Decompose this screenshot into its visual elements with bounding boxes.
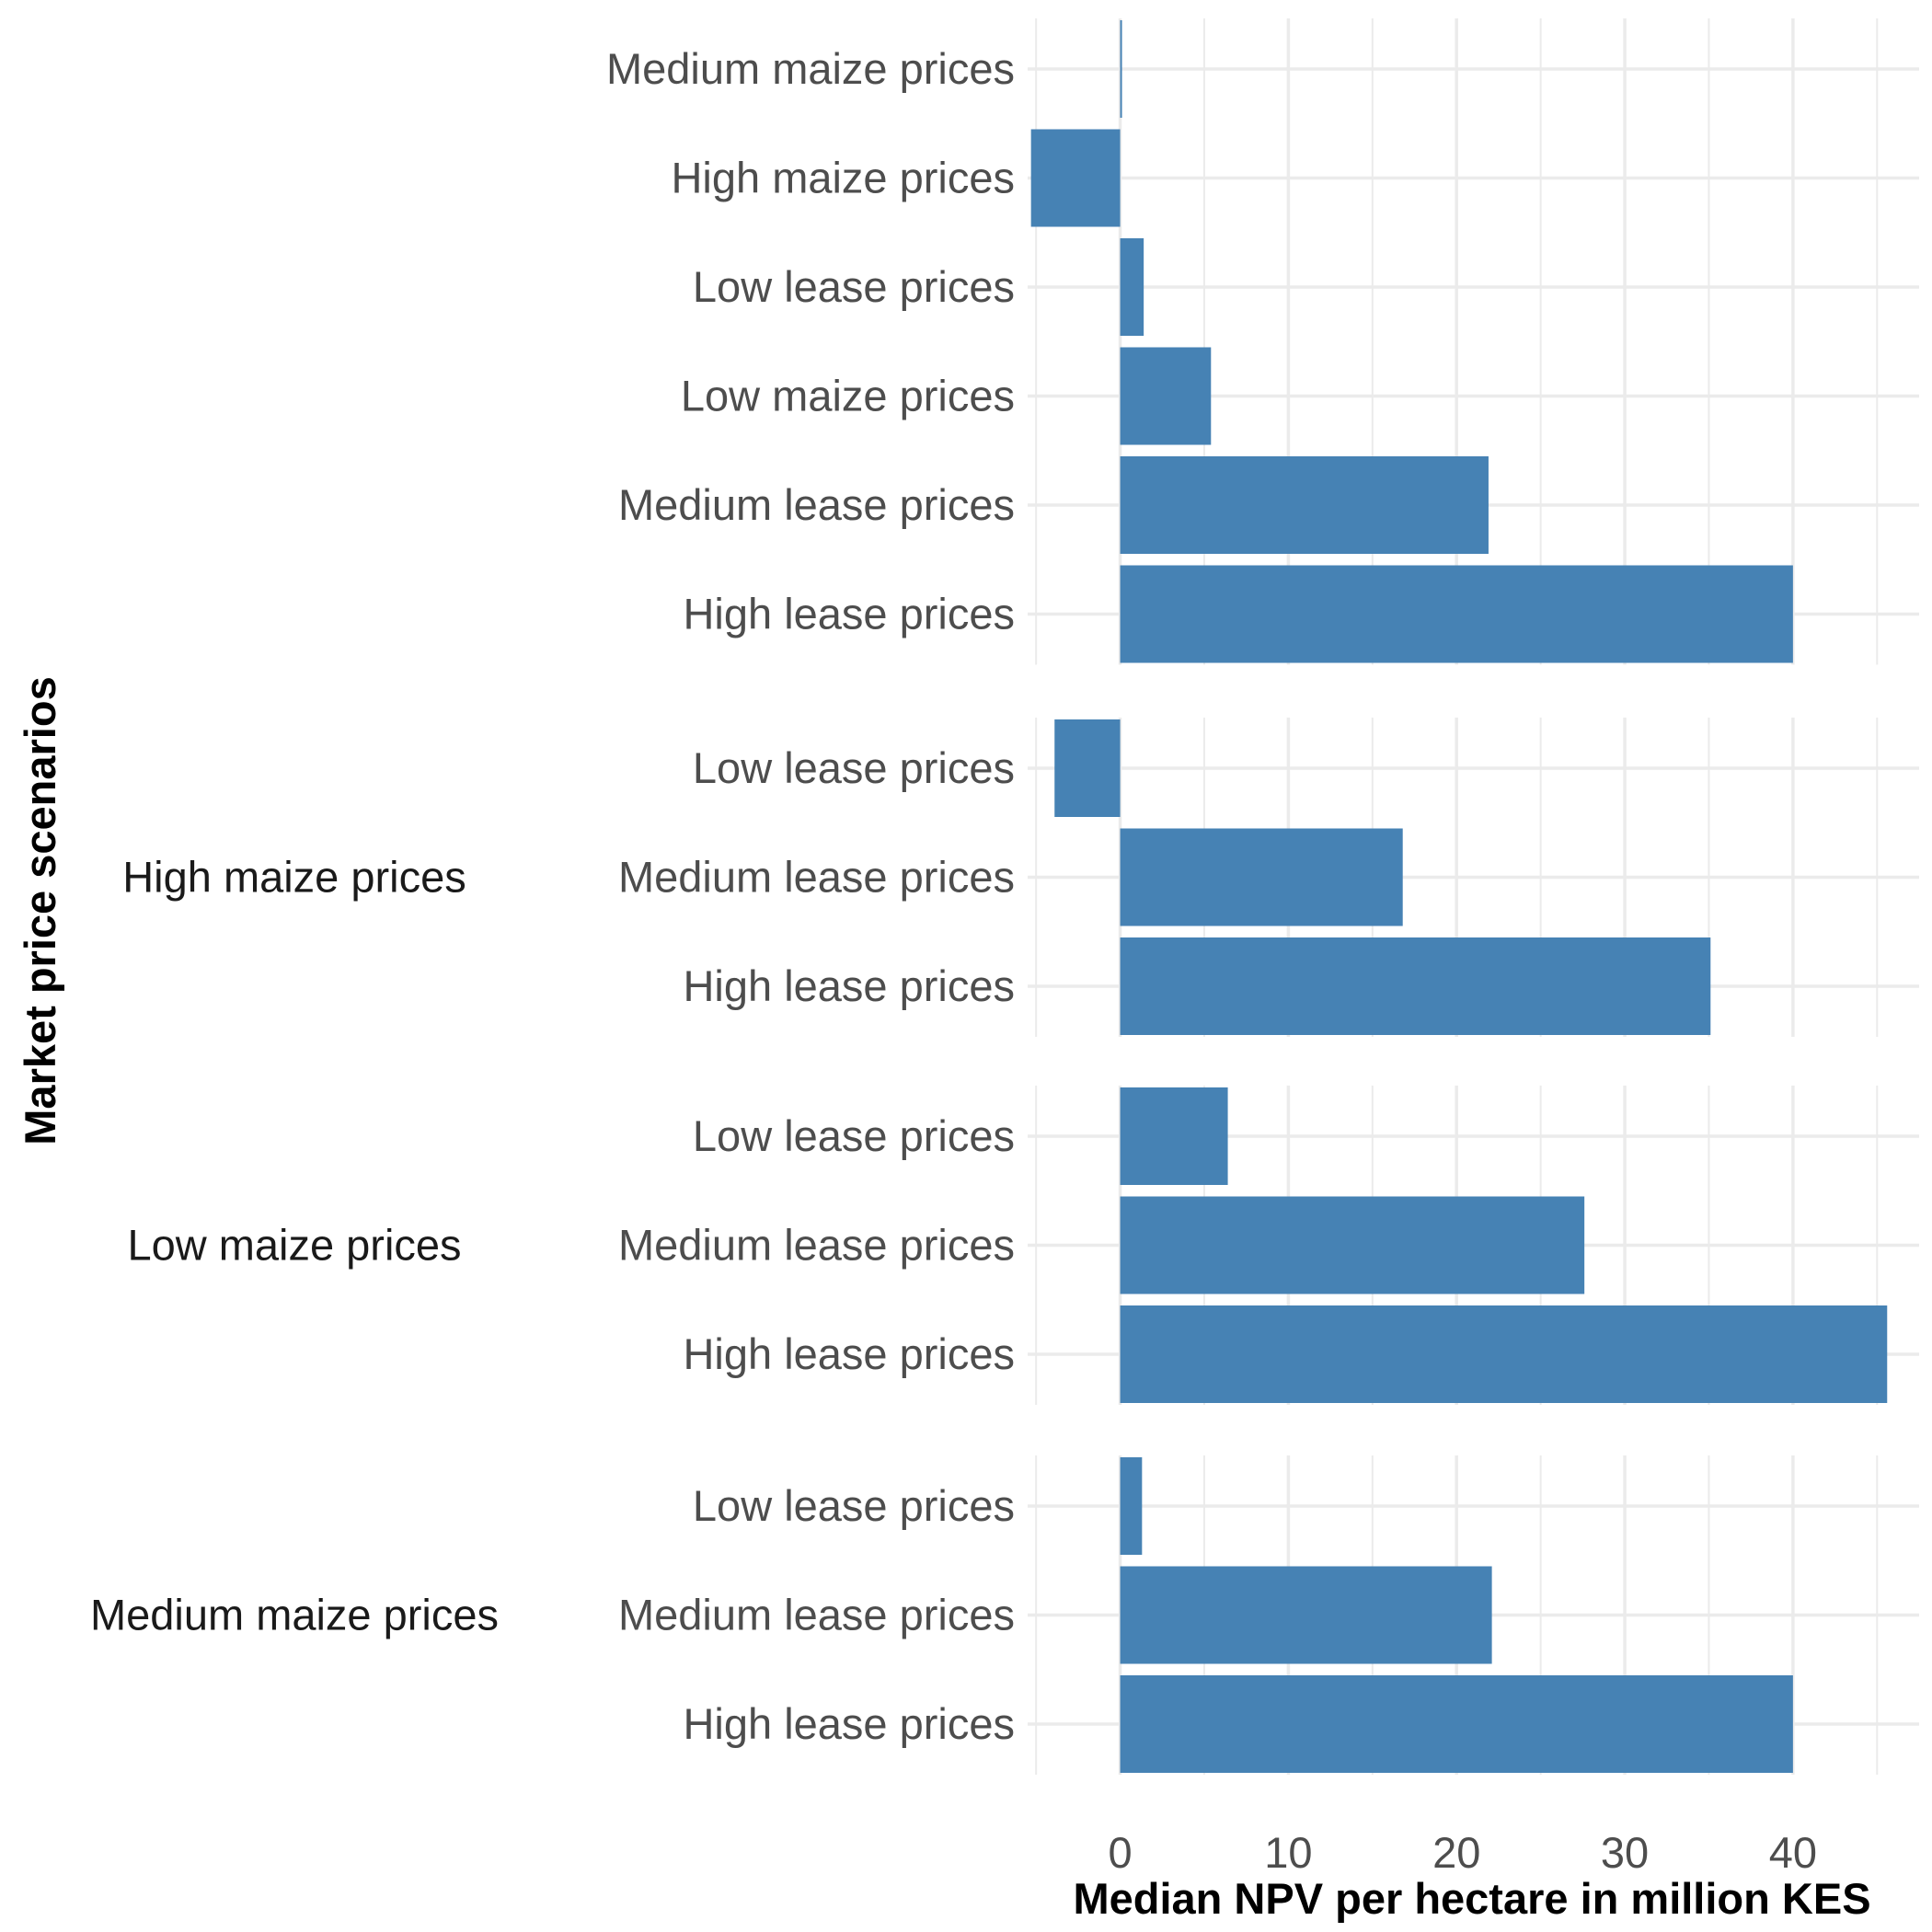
y-tick-label: Medium lease prices [618,1591,1015,1639]
y-tick-label: High lease prices [683,961,1015,1010]
y-tick-label: High maize prices [671,154,1015,202]
y-tick-label: Medium lease prices [618,480,1015,529]
facet-group-label: Low maize prices [127,1221,461,1270]
x-tick-label: 40 [1769,1828,1817,1877]
y-axis-title: Market price scenarios [16,676,64,1144]
bar [1120,238,1144,336]
facet-panel: Low lease prices Medium lease prices High … [90,1455,1919,1775]
bar [1120,1566,1492,1664]
facet-group-label: High maize prices [122,853,466,902]
bar [1120,20,1122,118]
bar [1120,937,1711,1035]
y-tick-label: Medium lease prices [618,1221,1015,1270]
y-tick-label: High lease prices [683,590,1015,638]
bar [1120,1305,1888,1403]
bar [1120,1196,1585,1294]
x-tick-label: 20 [1432,1828,1480,1877]
bar [1054,719,1121,817]
bar [1120,828,1403,926]
bar [1120,565,1793,663]
y-tick-label: Medium lease prices [618,853,1015,902]
y-tick-label: Low lease prices [693,1111,1015,1160]
facet-panel: Medium maize prices High maize prices Low … [606,18,1919,665]
facet-panel: Low lease prices Medium lease prices High … [127,1086,1919,1405]
y-tick-label: Low lease prices [693,743,1015,792]
bar [1120,347,1212,445]
x-tick-label: 30 [1601,1828,1649,1877]
x-axis-title: Median NPV per hectare in million KES [1073,1874,1870,1923]
y-tick-label: High lease prices [683,1329,1015,1378]
y-tick-label: Low maize prices [681,372,1015,420]
y-tick-label: Low lease prices [693,262,1015,311]
facet-panel: Low lease prices Medium lease prices High … [122,718,1919,1037]
y-tick-label: Medium maize prices [606,44,1015,93]
y-tick-label: High lease prices [683,1699,1015,1748]
y-tick-label: Low lease prices [693,1481,1015,1530]
bar [1120,1457,1143,1555]
bar [1120,456,1489,554]
bar [1030,129,1121,227]
facet-group-label: Medium maize prices [90,1591,499,1639]
bar [1120,1087,1228,1185]
bar [1120,1675,1793,1773]
x-tick-label: 10 [1264,1828,1312,1877]
x-axis-ticks: 0 10 20 30 40 [1108,1828,1817,1877]
x-tick-label: 0 [1108,1828,1132,1877]
